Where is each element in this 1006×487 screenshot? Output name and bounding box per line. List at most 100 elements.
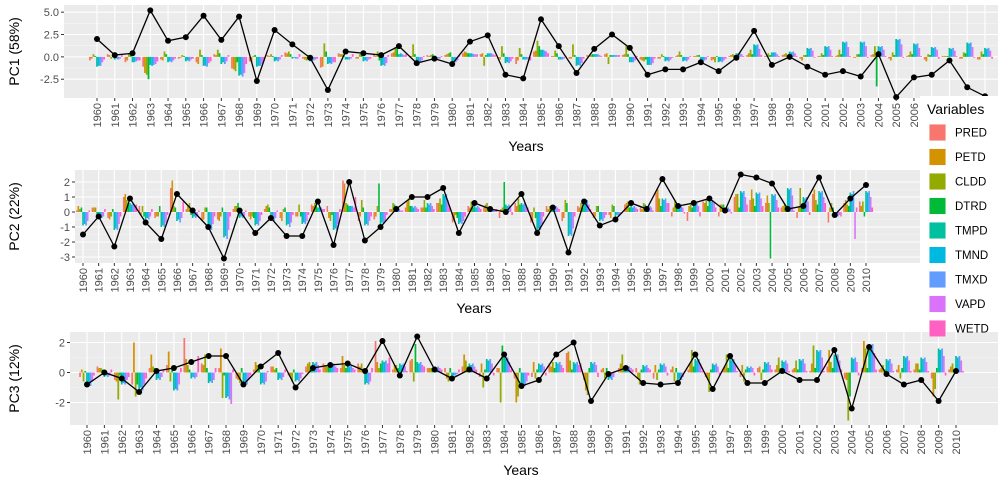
panel-pc1-ytick-label: -2.5	[40, 74, 59, 86]
panel-pc2-xtick-label: 1984	[454, 268, 466, 292]
bar-vapd	[541, 212, 543, 224]
bar-tmnd	[209, 372, 212, 382]
bar-tmnd	[661, 365, 664, 373]
panel-pc2-score-point	[142, 219, 149, 226]
panel-pc2-score-point	[706, 195, 713, 202]
bar-vapd	[744, 197, 747, 212]
bar-tmpd	[96, 56, 98, 67]
bar-cldd	[430, 55, 432, 57]
panel-pc3-score-point	[483, 375, 490, 382]
bar-petd	[567, 351, 570, 373]
bar-vapd	[178, 372, 180, 385]
panel-pc1-xtick-label: 2000	[802, 103, 814, 127]
bar-tmxd	[697, 359, 700, 373]
bar-tmpd	[442, 194, 444, 212]
bar-vapd	[560, 365, 563, 373]
bar-wetd	[492, 372, 495, 376]
bar-tmnd	[719, 56, 722, 62]
bar-vapd	[775, 200, 778, 212]
panel-pc3-xtick-label: 1999	[760, 430, 772, 454]
panel-pc3-xtick-label: 1996	[708, 430, 720, 454]
bar-tmxd	[226, 212, 228, 239]
bar-pred	[200, 363, 203, 373]
bar-tmxd	[429, 203, 432, 212]
panel-pc2-xtick-label: 1989	[532, 268, 544, 292]
bar-dtrd	[221, 207, 224, 212]
panel-pc1-score-point	[307, 54, 314, 61]
bar-vapd	[829, 49, 832, 57]
bar-cldd	[548, 206, 551, 212]
bar-tmpd	[238, 212, 241, 218]
bar-cldd	[673, 372, 676, 382]
bar-vapd	[332, 56, 335, 63]
panel-pc2-score-point	[424, 194, 431, 200]
bar-wetd	[174, 56, 177, 59]
bar-tmpd	[458, 212, 460, 224]
panel-pc2-score-point	[722, 207, 729, 214]
bar-pred	[639, 56, 642, 60]
bar-wetd	[840, 212, 842, 217]
bar-tmxd	[476, 206, 479, 212]
panel-pc3-xtick-label: 1973	[308, 430, 320, 454]
bar-petd	[801, 56, 803, 61]
bar-petd	[281, 212, 283, 221]
bar-tmnd	[240, 212, 242, 217]
bar-tmpd	[505, 204, 507, 212]
panel-pc2-xtick-label: 2003	[751, 268, 763, 292]
bar-tmnd	[318, 207, 321, 212]
bar-tmpd	[850, 357, 853, 373]
bar-vapd	[717, 366, 719, 373]
bar-dtrd	[536, 369, 539, 373]
bar-vapd	[494, 210, 496, 212]
bar-dtrd	[936, 368, 938, 373]
bar-vapd	[822, 197, 825, 212]
panel-pc3-score-point	[501, 351, 508, 358]
bar-wetd	[544, 372, 547, 376]
bar-tmpd	[642, 365, 645, 373]
bar-tmnd	[115, 212, 117, 229]
bar-tmxd	[210, 212, 213, 230]
bar-vapd	[306, 212, 308, 221]
bar-tmxd	[767, 362, 770, 373]
bar-tmpd	[984, 47, 986, 57]
panel-pc3-score-point	[657, 381, 664, 388]
panel-pc1-xtick-label: 1972	[305, 103, 317, 127]
bar-cldd	[267, 204, 269, 212]
bar-dtrd	[379, 363, 382, 373]
bar-vapd	[196, 212, 199, 217]
bar-dtrd	[188, 369, 191, 373]
bar-vapd	[669, 56, 672, 60]
panel-pc1-score-point	[165, 37, 172, 44]
bar-tmpd	[920, 357, 923, 373]
bar-tmxd	[335, 212, 338, 230]
panel-pc2-xtick-label: 1995	[626, 268, 638, 292]
bar-wetd	[156, 56, 159, 62]
bar-tmxd	[774, 194, 776, 212]
panel-pc3-score-point	[292, 384, 299, 391]
bar-petd	[303, 56, 306, 60]
bar-petd	[359, 212, 361, 217]
bar-tmpd	[717, 56, 720, 63]
bar-dtrd	[254, 55, 256, 57]
bar-cldd	[291, 372, 293, 382]
panel-pc2-score-point	[205, 224, 212, 230]
bar-petd	[499, 56, 502, 60]
bar-dtrd	[858, 54, 860, 57]
bar-tmpd	[895, 38, 898, 57]
bar-cldd	[454, 212, 457, 215]
panel-pc3-xtick-label: 1998	[742, 430, 754, 454]
panel-pc1-xtick-label: 2003	[856, 103, 868, 127]
bar-tmpd	[818, 191, 820, 212]
bar-pred	[404, 207, 407, 212]
panel-pc3-xtick-label: 1993	[656, 430, 668, 454]
bar-vapd	[577, 365, 580, 373]
bar-petd	[949, 366, 952, 373]
bar-dtrd	[875, 56, 878, 87]
bar-tmpd	[646, 56, 649, 65]
bar-vapd	[149, 212, 152, 217]
bar-dtrd	[831, 368, 834, 373]
panel-pc1-xtick-label: 1997	[749, 103, 761, 127]
bar-tmxd	[259, 56, 262, 66]
bar-tmpd	[176, 212, 178, 221]
bar-wetd	[284, 369, 286, 373]
